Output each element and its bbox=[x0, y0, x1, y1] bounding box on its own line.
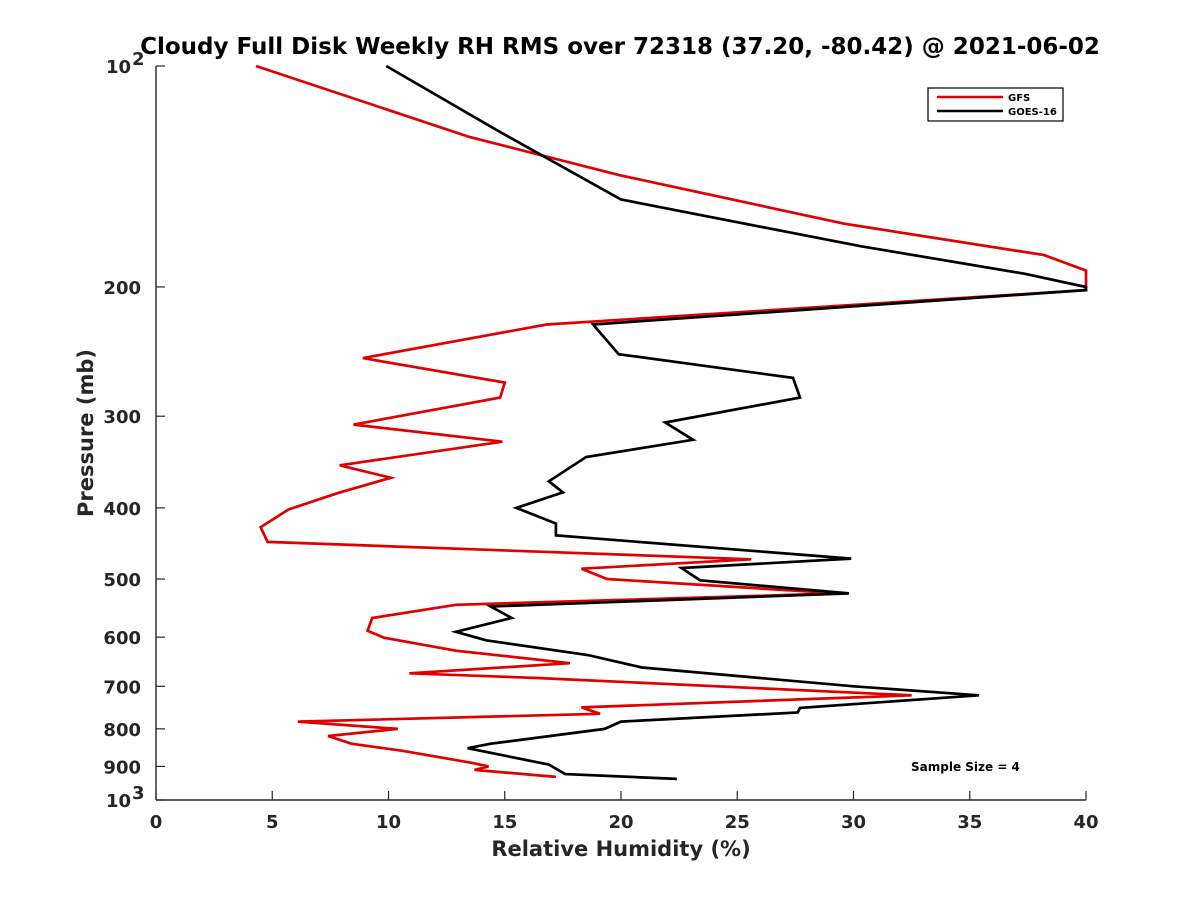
series-line-goes16 bbox=[385, 64, 1088, 781]
y-axis-label: Pressure (mb) bbox=[74, 349, 98, 517]
x-tick-label: 25 bbox=[725, 812, 750, 833]
y-tick-label: 900 bbox=[103, 757, 141, 778]
series-lines bbox=[255, 64, 1088, 781]
y-tick-label: 10 bbox=[106, 791, 131, 812]
y-tick-label: 800 bbox=[103, 720, 141, 741]
x-tick-label: 40 bbox=[1073, 812, 1098, 833]
x-tick-label: 5 bbox=[266, 812, 279, 833]
y-tick-label: 600 bbox=[103, 628, 141, 649]
plot-background bbox=[156, 66, 1086, 800]
y-tick-label: 500 bbox=[103, 570, 141, 591]
x-tick-label: 15 bbox=[492, 812, 517, 833]
x-axis-ticks: 0 5 10 15 20 25 30 35 40 bbox=[150, 791, 1099, 833]
legend-label-goes16: GOES-16 bbox=[1008, 107, 1057, 118]
x-tick-label: 10 bbox=[376, 812, 401, 833]
legend-label-gfs: GFS bbox=[1008, 93, 1030, 104]
x-tick-label: 35 bbox=[957, 812, 982, 833]
series-line-gfs bbox=[255, 64, 1088, 779]
y-tick-label: 400 bbox=[103, 499, 141, 520]
x-axis-label: Relative Humidity (%) bbox=[491, 837, 750, 861]
x-tick-label: 0 bbox=[150, 812, 163, 833]
legend: GFS GOES-16 bbox=[927, 87, 1064, 122]
chart-title: Cloudy Full Disk Weekly RH RMS over 7231… bbox=[140, 34, 1100, 60]
legend-box bbox=[927, 87, 1064, 122]
sample-size-annotation: Sample Size = 4 bbox=[911, 760, 1020, 774]
y-tick-label-exponent: 2 bbox=[132, 49, 145, 70]
x-tick-label: 20 bbox=[608, 812, 633, 833]
y-tick-label: 200 bbox=[103, 278, 141, 299]
x-tick-label: 30 bbox=[841, 812, 866, 833]
y-tick-label: 10 bbox=[106, 57, 131, 78]
y-tick-label-exponent: 3 bbox=[132, 783, 145, 804]
y-tick-label: 700 bbox=[103, 677, 141, 698]
y-tick-label: 300 bbox=[103, 407, 141, 428]
